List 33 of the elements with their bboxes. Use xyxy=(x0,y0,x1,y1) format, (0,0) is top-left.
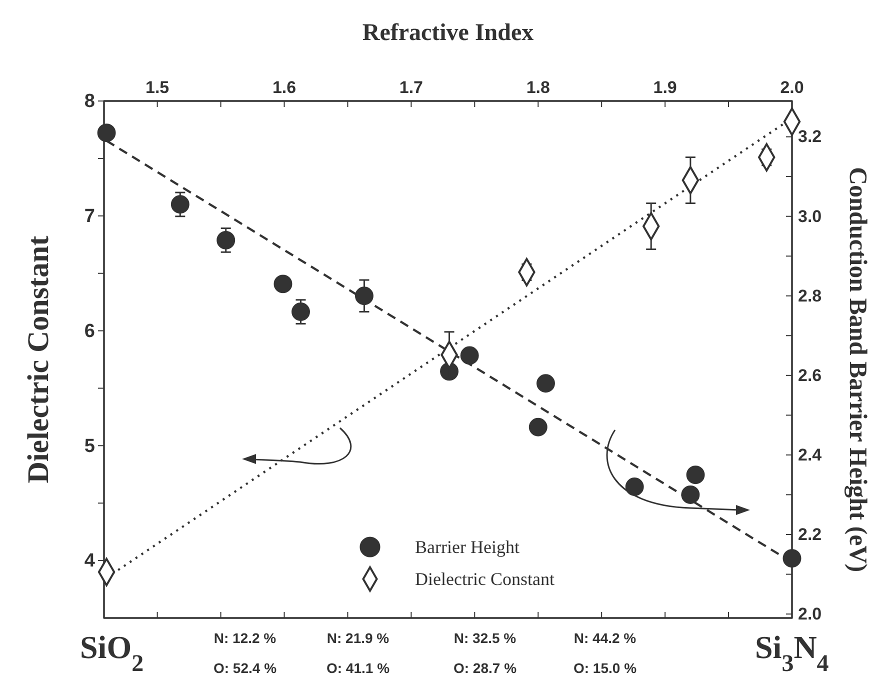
text: SiO$_{2}$ xyxy=(80,629,144,677)
x-tick-label: 2.0 xyxy=(780,78,804,97)
text: N: 44.2 % xyxy=(574,630,637,646)
y2-tick-label: 2.2 xyxy=(798,524,822,544)
y2-tick-label: 3.2 xyxy=(798,127,822,146)
text: O: 15.0 % xyxy=(573,660,638,676)
x-tick-label: 1.5 xyxy=(145,78,170,97)
text: O: 28.7 % xyxy=(453,660,518,676)
y2-tick-label: 2.8 xyxy=(798,286,822,306)
text: N: 32.5 % xyxy=(454,630,517,646)
y2-axis-title: Conduction Band Barrier Height (eV) xyxy=(844,166,871,572)
y2-tick-label: 2.0 xyxy=(798,604,822,624)
x-tick-label: 1.7 xyxy=(399,78,424,97)
y-tick-label: 8 xyxy=(84,91,95,112)
y-tick-label: 5 xyxy=(84,436,96,457)
x-tick-label: 1.6 xyxy=(272,78,296,97)
y2-tick-label: 2.6 xyxy=(798,366,822,385)
x-tick-label: 1.8 xyxy=(526,78,550,97)
text: Si$_{3}$N$_{4}$ xyxy=(755,629,829,677)
x-axis-title: Refractive Index xyxy=(362,20,534,46)
y2-tick-label: 3.0 xyxy=(798,206,822,226)
text: O: 52.4 % xyxy=(213,660,278,676)
text: N: 12.2 % xyxy=(214,630,277,646)
y-tick-label: 6 xyxy=(84,320,95,342)
text: O: 41.1 % xyxy=(326,660,390,676)
x-tick-label: 1.9 xyxy=(653,78,677,97)
y-tick-label: 7 xyxy=(84,206,95,227)
y-axis-title: Dielectric Constant xyxy=(22,236,55,484)
legend-label: Dielectric Constant xyxy=(415,569,554,589)
y-tick-label: 4 xyxy=(84,550,96,572)
y2-tick-label: 2.4 xyxy=(798,445,822,464)
text: N: 21.9 % xyxy=(326,630,390,646)
legend-label: Barrier Height xyxy=(415,537,520,557)
